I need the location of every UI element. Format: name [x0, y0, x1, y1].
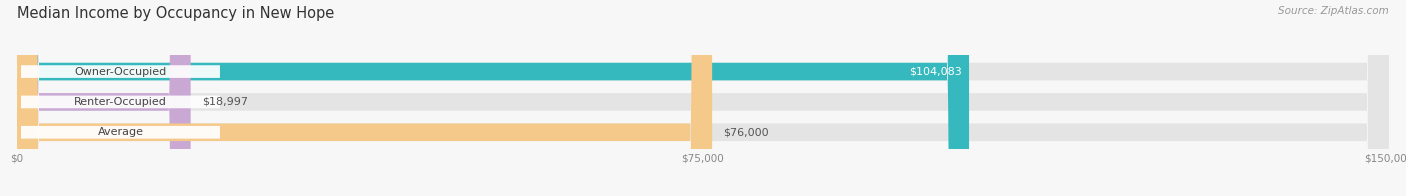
- Text: Owner-Occupied: Owner-Occupied: [75, 67, 166, 77]
- FancyBboxPatch shape: [21, 96, 219, 108]
- FancyBboxPatch shape: [17, 0, 1389, 196]
- Text: $104,083: $104,083: [910, 67, 962, 77]
- Text: Average: Average: [97, 127, 143, 137]
- FancyBboxPatch shape: [17, 0, 191, 196]
- Text: Source: ZipAtlas.com: Source: ZipAtlas.com: [1278, 6, 1389, 16]
- FancyBboxPatch shape: [17, 0, 1389, 196]
- FancyBboxPatch shape: [21, 126, 219, 139]
- Text: $18,997: $18,997: [201, 97, 247, 107]
- FancyBboxPatch shape: [17, 0, 969, 196]
- FancyBboxPatch shape: [17, 0, 1389, 196]
- Text: $76,000: $76,000: [723, 127, 769, 137]
- FancyBboxPatch shape: [17, 0, 713, 196]
- Text: Renter-Occupied: Renter-Occupied: [75, 97, 167, 107]
- Text: Median Income by Occupancy in New Hope: Median Income by Occupancy in New Hope: [17, 6, 335, 21]
- FancyBboxPatch shape: [21, 65, 219, 78]
